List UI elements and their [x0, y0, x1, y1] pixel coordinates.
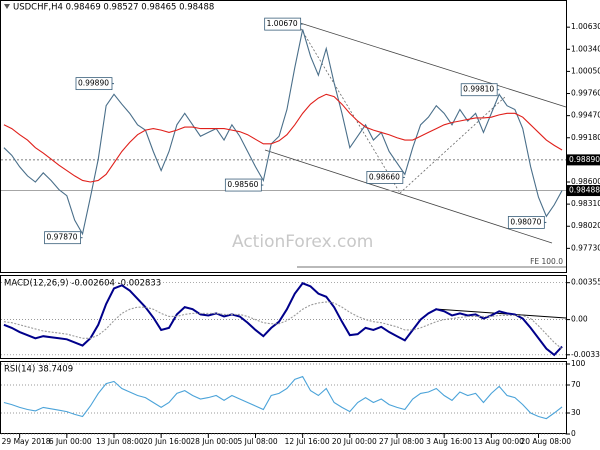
x-tick-label: 5 Jul 08:00: [237, 437, 277, 446]
rsi-title: RSI(14) 38.7409: [4, 365, 73, 375]
level-label: 0.98890: [569, 155, 600, 164]
x-tick-label: 29 May 2018: [2, 437, 51, 446]
annotation-label: 0.97870: [47, 233, 78, 242]
series-line: [3, 282, 563, 357]
watermark: ActionForex.com: [232, 232, 373, 252]
y-tick-label: 100: [571, 359, 586, 368]
y-tick-label: 0.98310: [571, 199, 600, 208]
x-tick-label: 20 Aug 08:00: [520, 437, 571, 446]
channel-upper: [296, 21, 567, 108]
y-tick-label: 0.97730: [571, 243, 600, 252]
x-tick-label: 28 Jun 00:00: [190, 437, 238, 446]
series-line: [3, 29, 563, 236]
annotation-box: [44, 231, 81, 245]
macd-panel: [0, 275, 567, 359]
y-tick-label: 0.003556: [571, 278, 600, 287]
fib-line: [399, 96, 506, 194]
y-tick-label: 0.00: [571, 315, 588, 324]
level-label: 0.98488: [569, 186, 600, 195]
y-tick-label: 0: [571, 429, 576, 438]
macd-title: MACD(12,26,9) -0.002604 -0.002833: [4, 279, 161, 289]
y-tick-label: 1.00630: [571, 22, 600, 31]
annotation-label: 0.99890: [78, 79, 109, 88]
y-tick-label: 0.98020: [571, 221, 600, 230]
series-line: [3, 375, 563, 420]
annotation-box: [366, 171, 404, 184]
x-tick-label: 12 Jul 16:00: [285, 437, 330, 446]
y-tick-label: -0.003391: [571, 350, 600, 359]
y-tick-label: 70: [571, 380, 581, 389]
price-panel: [0, 0, 567, 273]
annotation-label: 0.98070: [510, 217, 541, 226]
channel-lower: [264, 149, 553, 244]
annotation-label: 0.98660: [369, 172, 400, 181]
fe-label: FE 100.0: [530, 257, 563, 266]
y-tick-label: 0.98600: [571, 177, 600, 186]
title-icon: [4, 4, 10, 9]
series-line: [3, 301, 563, 350]
annotation-box: [75, 77, 113, 91]
level-box: [567, 185, 600, 197]
x-tick-label: 20 Jul 00:00: [332, 437, 377, 446]
x-tick-label: 3 Aug 16:00: [426, 437, 472, 446]
y-tick-label: 1.00340: [571, 44, 600, 53]
annotation-box: [507, 216, 545, 229]
y-tick-label: 1.00050: [571, 66, 600, 75]
rsi-panel: [0, 361, 567, 434]
macd-trendline: [434, 308, 567, 319]
level-box: [567, 154, 600, 166]
y-tick-label: 0.99470: [571, 111, 600, 120]
y-tick-label: 30: [571, 408, 581, 417]
chart-title: USDCHF,H4 0.98469 0.98527 0.98465 0.9848…: [13, 3, 214, 13]
annotation-label: 0.99810: [463, 85, 494, 94]
annotation-label: 1.00670: [267, 19, 298, 28]
y-tick-label: 0.99180: [571, 133, 600, 142]
x-tick-label: 27 Jul 08:00: [379, 437, 424, 446]
x-tick-label: 20 Jun 16:00: [143, 437, 191, 446]
x-tick-label: 6 Jun 00:00: [49, 437, 92, 446]
annotation-box: [460, 83, 498, 97]
x-tick-label: 13 Aug 00:00: [473, 437, 524, 446]
y-tick-label: 0.99760: [571, 89, 600, 98]
annotation-box: [264, 17, 302, 31]
annotation-label: 0.98560: [227, 180, 258, 189]
x-tick-label: 13 Jun 08:00: [96, 437, 144, 446]
annotation-box: [224, 178, 262, 192]
fib-line: [296, 21, 401, 194]
series-line: [3, 93, 563, 183]
